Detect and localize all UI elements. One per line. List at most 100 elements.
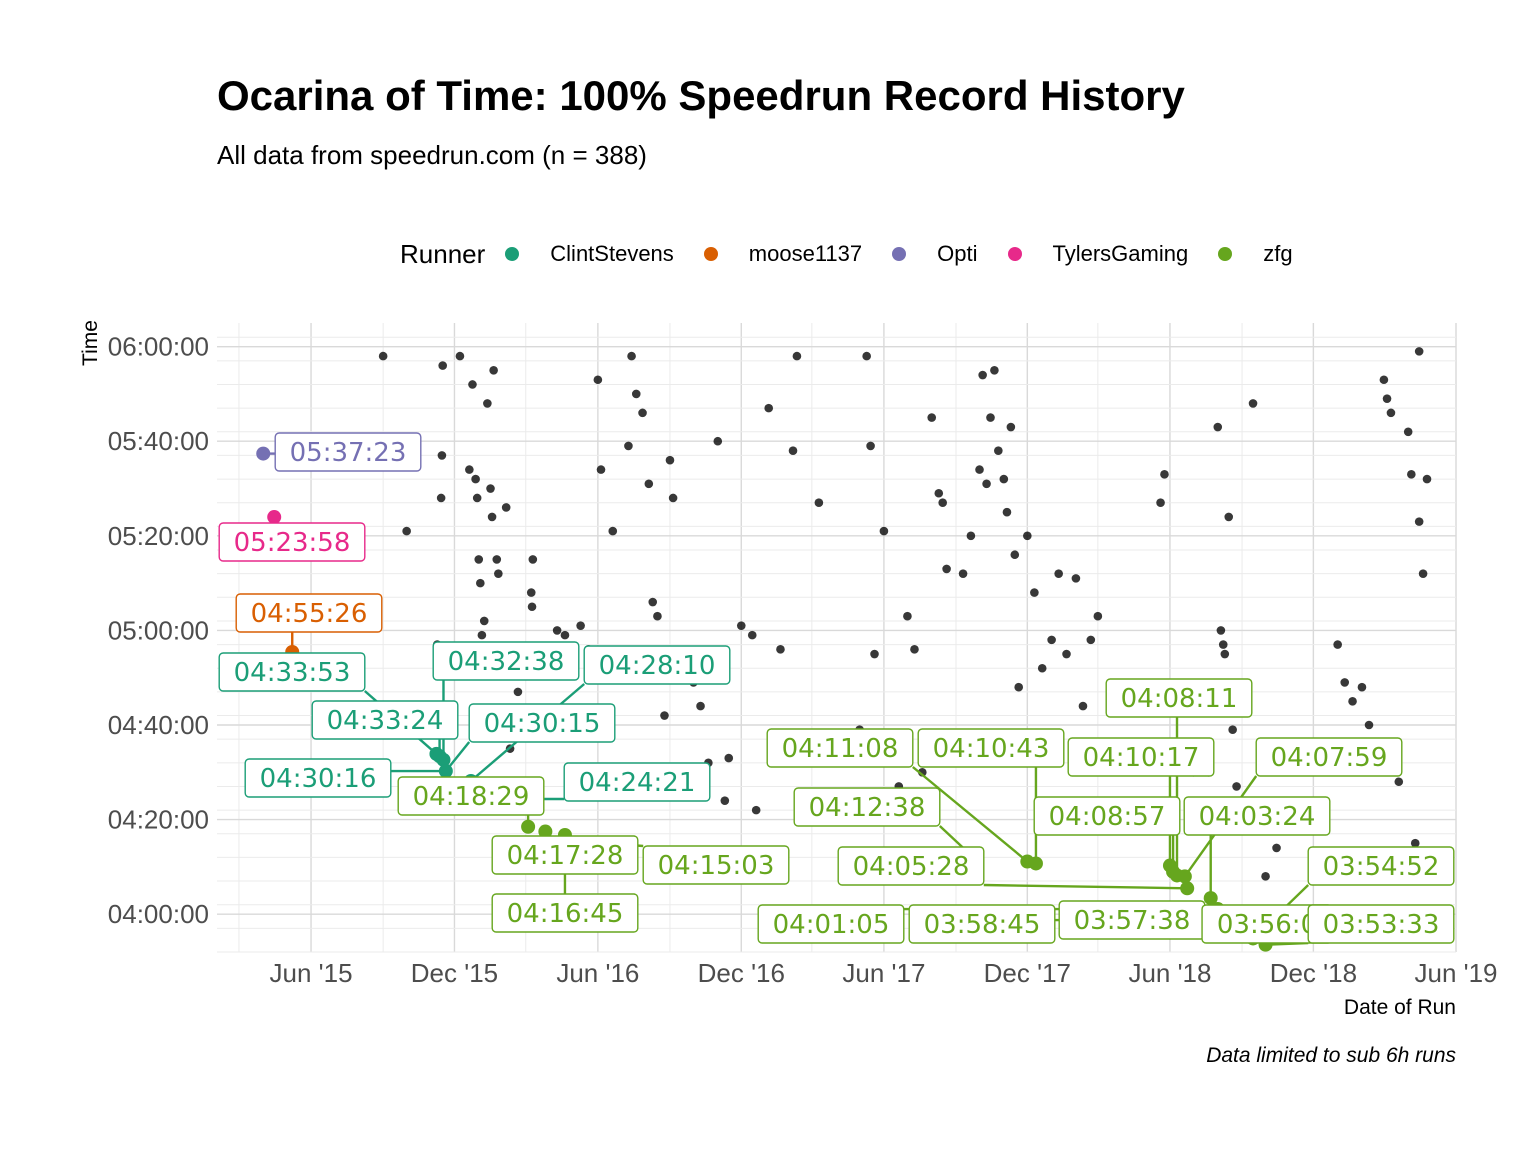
record-point-zfg bbox=[1203, 891, 1218, 906]
run-point bbox=[927, 413, 937, 422]
run-point bbox=[1071, 574, 1081, 583]
run-point bbox=[483, 399, 492, 408]
run-point bbox=[870, 649, 879, 659]
run-point bbox=[788, 446, 798, 455]
run-point bbox=[474, 555, 484, 564]
record-point-clintstevens bbox=[438, 764, 453, 779]
y-tick-label: 05:00:00 bbox=[108, 615, 209, 645]
label-box bbox=[491, 893, 639, 933]
run-point bbox=[713, 436, 723, 446]
run-point bbox=[910, 645, 919, 654]
label-box bbox=[491, 835, 639, 875]
y-tick-label: 06:00:00 bbox=[108, 332, 209, 362]
run-point bbox=[1414, 517, 1424, 526]
chart-title: Ocarina of Time: 100% Speedrun Record Hi… bbox=[217, 72, 1185, 119]
chart-subtitle: All data from speedrun.com (n = 388) bbox=[217, 140, 647, 170]
run-point bbox=[436, 493, 446, 503]
y-tick-label: 04:00:00 bbox=[108, 899, 209, 929]
run-point bbox=[465, 465, 474, 474]
run-point bbox=[526, 588, 536, 597]
run-point bbox=[479, 616, 489, 626]
label-box bbox=[563, 762, 711, 802]
run-point bbox=[1333, 640, 1342, 649]
run-point bbox=[958, 569, 968, 578]
legend-label-tylersgaming: TylersGaming bbox=[1052, 241, 1189, 266]
label-text: 03:54:52 bbox=[1323, 852, 1440, 882]
y-tick-label: 05:20:00 bbox=[108, 521, 209, 551]
label-box bbox=[793, 787, 941, 827]
run-point bbox=[648, 597, 658, 607]
run-point bbox=[747, 630, 757, 640]
run-point bbox=[942, 564, 951, 574]
run-point bbox=[1037, 663, 1047, 673]
run-point bbox=[624, 441, 633, 451]
y-axis-title: Time bbox=[79, 320, 102, 366]
label-text: 04:03:24 bbox=[1199, 802, 1316, 832]
run-point bbox=[527, 602, 537, 612]
label-text: 04:08:11 bbox=[1121, 684, 1238, 714]
x-tick-label: Dec '18 bbox=[1270, 958, 1357, 988]
run-point bbox=[471, 474, 480, 484]
run-point bbox=[528, 555, 538, 564]
label-box bbox=[1033, 796, 1181, 836]
run-point bbox=[1006, 422, 1016, 432]
run-point bbox=[489, 365, 498, 375]
run-point bbox=[668, 493, 678, 503]
y-tick-label: 04:20:00 bbox=[108, 805, 209, 835]
label-text: 04:08:57 bbox=[1049, 802, 1166, 832]
run-point bbox=[596, 465, 606, 474]
label-text: 04:30:16 bbox=[260, 764, 377, 794]
grid-lines bbox=[217, 323, 1457, 953]
run-point bbox=[1403, 427, 1413, 437]
run-point bbox=[724, 753, 734, 763]
legend-key-tylersgaming bbox=[1007, 247, 1022, 261]
label-text: 04:30:15 bbox=[484, 709, 601, 739]
run-point bbox=[1047, 635, 1056, 645]
label-text: 04:17:28 bbox=[507, 841, 624, 871]
label-box bbox=[1183, 796, 1331, 836]
legend-item-zfg: zfg bbox=[1218, 241, 1293, 267]
legend-key-zfg bbox=[1218, 247, 1233, 261]
legend-key-clintstevens bbox=[505, 247, 520, 261]
record-point-zfg bbox=[521, 819, 536, 834]
run-point bbox=[751, 805, 761, 815]
run-point bbox=[866, 441, 875, 451]
run-point bbox=[1232, 782, 1241, 791]
run-point bbox=[1261, 872, 1270, 881]
run-point bbox=[437, 451, 447, 460]
run-point bbox=[608, 526, 618, 536]
run-point bbox=[994, 446, 1003, 455]
run-point bbox=[879, 526, 889, 536]
label-box bbox=[218, 652, 366, 692]
label-box bbox=[908, 904, 1056, 944]
y-axis-ticks: 04:00:00 04:20:00 04:40:00 05:00:00 05:20:00… bbox=[108, 332, 209, 930]
label-box bbox=[311, 700, 459, 740]
label-text: 04:15:03 bbox=[658, 851, 775, 881]
legend-label-clintstevens: ClintStevens bbox=[550, 241, 674, 266]
run-point bbox=[720, 796, 730, 805]
run-point bbox=[1364, 720, 1374, 730]
run-point bbox=[402, 526, 411, 536]
label-box bbox=[218, 522, 366, 562]
leader-line bbox=[983, 883, 1188, 890]
run-point bbox=[644, 479, 654, 489]
run-point bbox=[1394, 777, 1404, 787]
legend-item-tylersgaming: TylersGaming bbox=[1007, 241, 1189, 267]
label-text: 04:05:28 bbox=[853, 852, 970, 882]
leader-line bbox=[912, 766, 1029, 863]
label-text: 05:37:23 bbox=[290, 438, 407, 468]
run-point bbox=[934, 488, 944, 498]
label-text: 04:10:43 bbox=[933, 734, 1050, 764]
label-box bbox=[917, 728, 1065, 768]
run-point bbox=[1213, 422, 1223, 432]
run-point bbox=[814, 498, 824, 508]
run-point bbox=[978, 370, 987, 380]
label-box bbox=[1067, 737, 1215, 777]
run-point bbox=[736, 621, 746, 630]
run-point bbox=[1160, 470, 1169, 479]
label-box bbox=[468, 703, 616, 743]
run-point bbox=[1014, 682, 1024, 692]
run-point bbox=[1224, 512, 1234, 522]
label-text: 04:55:26 bbox=[251, 599, 368, 629]
